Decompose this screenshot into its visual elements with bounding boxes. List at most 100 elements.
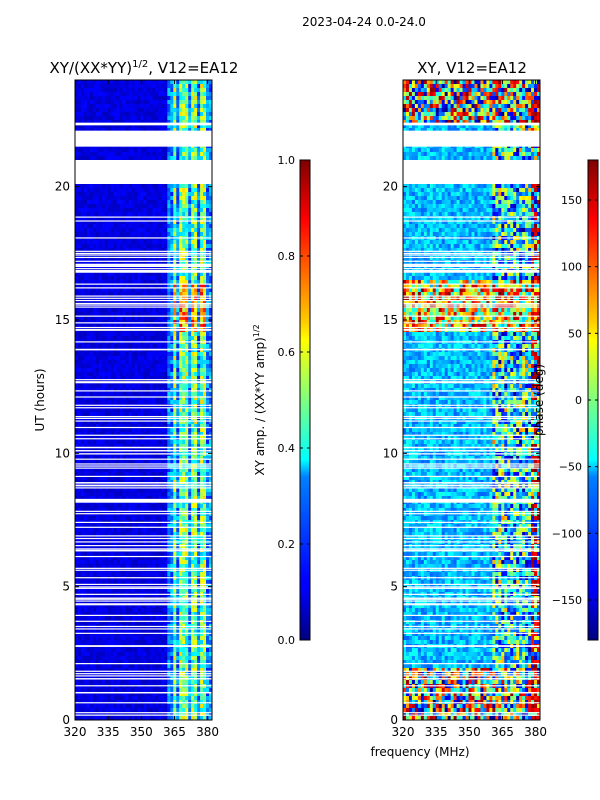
left-title-base: XY/(XX*YY) (50, 59, 133, 77)
heatmap-cell (86, 116, 91, 121)
heatmap-cell (116, 288, 121, 293)
heatmap-cell (86, 396, 91, 401)
heatmap-cell (98, 428, 103, 433)
heatmap-cell (158, 80, 162, 85)
heatmap-cell (143, 216, 147, 221)
heatmap-cell (161, 460, 165, 465)
heatmap-cell (119, 488, 124, 493)
heatmap-cell (143, 196, 147, 201)
heatmap-cell (119, 300, 124, 305)
heatmap-cell (188, 404, 192, 409)
heatmap-cell (167, 388, 171, 393)
heatmap-cell (167, 284, 171, 289)
heatmap-cell (137, 396, 141, 401)
heatmap-cell (98, 460, 103, 465)
heatmap-cell (86, 472, 91, 477)
heatmap-cell (149, 108, 153, 113)
heatmap-cell (197, 312, 201, 317)
heatmap-cell (86, 312, 91, 317)
heatmap-cell (86, 460, 91, 465)
heatmap-cell (131, 204, 135, 209)
heatmap-cell (119, 252, 124, 257)
heatmap-cell (77, 428, 82, 433)
heatmap-cell (164, 372, 168, 377)
heatmap-cell (161, 112, 165, 117)
heatmap-cell (206, 412, 210, 417)
heatmap-cell (155, 376, 159, 381)
heatmap-cell (122, 224, 127, 229)
heatmap-cell (134, 432, 138, 437)
heatmap-cell (167, 80, 171, 85)
heatmap-cell (116, 488, 121, 493)
heatmap-cell (95, 408, 100, 413)
heatmap-cell (140, 424, 144, 429)
heatmap-cell (182, 212, 186, 217)
heatmap-cell (110, 92, 115, 97)
heatmap-cell (176, 376, 180, 381)
heatmap-cell (155, 212, 159, 217)
heatmap-cell (173, 440, 177, 445)
heatmap-cell (116, 220, 121, 225)
heatmap-cell (173, 152, 177, 157)
heatmap-cell (191, 376, 195, 381)
heatmap-cell (92, 472, 97, 477)
heatmap-cell (203, 152, 207, 157)
heatmap-cell (110, 88, 115, 93)
heatmap-cell (200, 412, 204, 417)
heatmap-cell (161, 148, 165, 153)
heatmap-cell (86, 260, 91, 265)
heatmap-cell (86, 112, 91, 117)
heatmap-cell (185, 320, 189, 325)
heatmap-cell (176, 332, 180, 337)
heatmap-cell (167, 200, 171, 205)
heatmap-cell (128, 216, 132, 221)
heatmap-cell (155, 476, 159, 481)
heatmap-cell (95, 400, 100, 405)
heatmap-cell (170, 488, 174, 493)
heatmap-cell (89, 476, 94, 481)
heatmap-cell (131, 324, 135, 329)
heatmap-cell (149, 432, 153, 437)
heatmap-cell (197, 360, 201, 365)
heatmap-cell (77, 460, 82, 465)
heatmap-cell (77, 388, 82, 393)
heatmap-cell (149, 404, 153, 409)
heatmap-cell (86, 184, 91, 189)
heatmap-cell (98, 224, 103, 229)
heatmap-cell (113, 372, 118, 377)
heatmap-cell (155, 392, 159, 397)
heatmap-cell (140, 276, 144, 281)
heatmap-cell (80, 284, 85, 289)
heatmap-cell (167, 316, 171, 321)
heatmap-cell (134, 248, 138, 253)
heatmap-cell (98, 468, 103, 473)
heatmap-cell (158, 428, 162, 433)
heatmap-cell (134, 208, 138, 213)
heatmap-cell (179, 304, 183, 309)
heatmap-cell (158, 344, 162, 349)
heatmap-cell (137, 400, 141, 405)
heatmap-cell (191, 304, 195, 309)
heatmap-cell (146, 212, 150, 217)
heatmap-cell (125, 188, 130, 193)
heatmap-cell (125, 260, 130, 265)
heatmap-cell (185, 152, 189, 157)
heatmap-cell (185, 192, 189, 197)
heatmap-cell (200, 308, 204, 313)
heatmap-cell (98, 276, 103, 281)
heatmap-cell (185, 292, 189, 297)
heatmap-cell (113, 204, 118, 209)
heatmap-cell (206, 440, 210, 445)
heatmap-cell (134, 232, 138, 237)
heatmap-cell (146, 320, 150, 325)
heatmap-cell (131, 100, 135, 105)
heatmap-cell (110, 224, 115, 229)
heatmap-cell (155, 412, 159, 417)
heatmap-cell (122, 112, 127, 117)
heatmap-cell (104, 212, 109, 217)
heatmap-cell (110, 320, 115, 325)
heatmap-cell (188, 96, 192, 101)
heatmap-cell (152, 432, 156, 437)
heatmap-cell (182, 432, 186, 437)
heatmap-cell (164, 232, 168, 237)
